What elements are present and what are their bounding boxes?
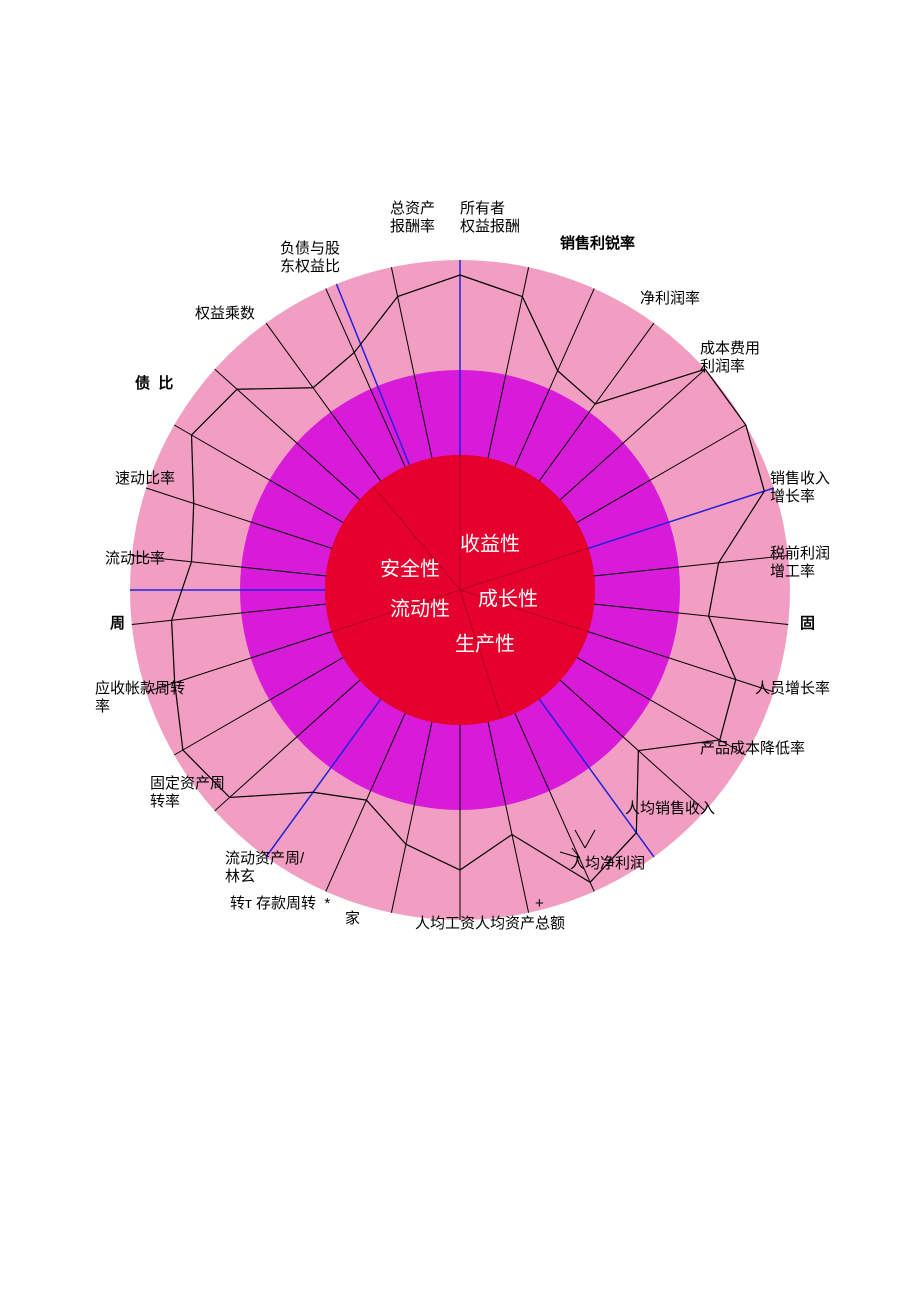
outer-label-8: 人员增长率 — [755, 680, 830, 698]
outer-label-24: 负债与股东权益比 — [280, 240, 340, 276]
notch-left-1 — [95, 430, 135, 470]
outer-label-13: 人均工资人均资产总额 — [415, 915, 565, 933]
core-label-0: 收益性 — [460, 532, 520, 555]
outer-label-12: + — [535, 895, 544, 913]
outer-label-7: 固 — [800, 615, 815, 633]
outer-label-22: 债 比 — [135, 375, 173, 393]
outer-label-20: 流动比率 — [105, 550, 165, 568]
outer-label-19: 周 — [110, 615, 125, 633]
radar-diagram: 收益性成长性生产性流动性 安全性 — [0, 0, 920, 1299]
outer-label-10: 人均销售收入 — [625, 800, 715, 818]
outer-label-3: 净利润率 — [640, 290, 700, 308]
outer-label-5: 销售收入增长率 — [770, 470, 830, 506]
outer-label-17: 固定资产周转率 — [150, 775, 225, 811]
outer-label-18: 应收帐款周转率 — [95, 680, 185, 716]
outer-label-2: 销售利锐率 — [560, 235, 635, 253]
core-label-4: 安全性 — [380, 557, 440, 580]
core-label-2: 生产性 — [455, 632, 515, 655]
outer-label-1: 所有者权益报酬 — [460, 200, 520, 236]
outer-label-23: 权益乘数 — [195, 305, 255, 323]
core-label-1: 成长性 — [478, 587, 538, 610]
outer-label-6: 税前利润增工率 — [770, 545, 830, 581]
outer-label-15: 转т 存款周转 * — [230, 895, 330, 913]
diagram-page: 收益性成长性生产性流动性 安全性 总资产报酬率所有者权益报酬销售利锐率净利润率成本… — [0, 0, 920, 1299]
outer-label-9: 产品成本降低率 — [700, 740, 805, 758]
outer-label-0: 总资产报酬率 — [390, 200, 435, 236]
outer-label-11: 人均净利润 — [570, 855, 645, 873]
outer-label-16: 流动资产周/林玄 — [225, 850, 304, 886]
outer-label-14: 家 — [345, 910, 360, 928]
outer-label-4: 成本费用利润率 — [700, 340, 760, 376]
core-label-3: 流动性 — [390, 597, 450, 620]
outer-label-21: 速动比率 — [115, 470, 175, 488]
